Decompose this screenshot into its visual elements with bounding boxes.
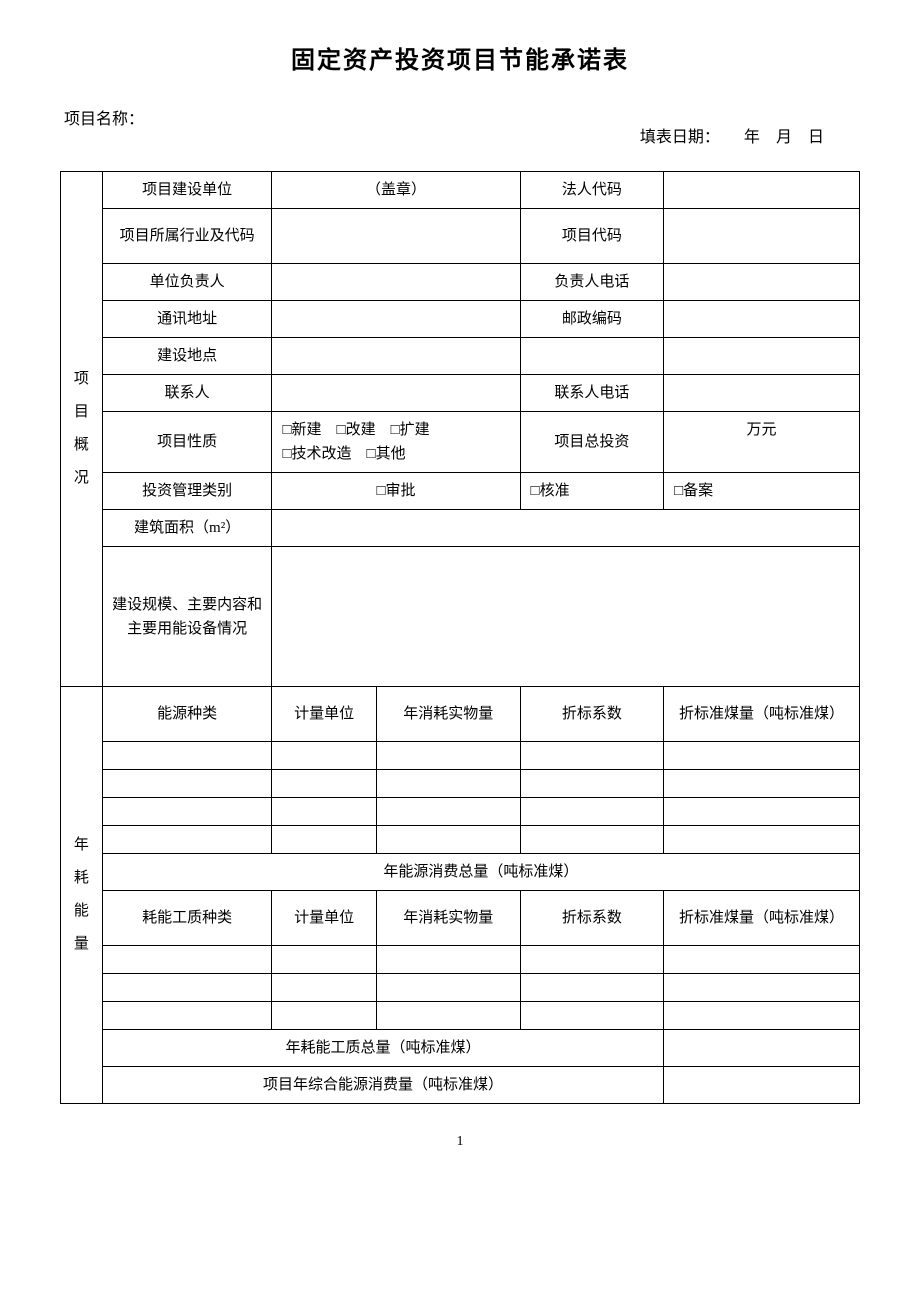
page-number: 1 — [60, 1134, 860, 1150]
val-total-invest: 万元 — [664, 412, 860, 473]
val-site — [272, 338, 520, 375]
val-postal — [664, 301, 860, 338]
lbl-consumable-type: 耗能工质种类 — [102, 891, 272, 946]
consumable-row — [102, 946, 272, 974]
val-building-area — [272, 510, 860, 547]
val-head-phone — [664, 264, 860, 301]
val-project-code — [664, 209, 860, 264]
blank-site-r2 — [664, 338, 860, 375]
val-address — [272, 301, 520, 338]
val-unit-head — [272, 264, 520, 301]
val-contact — [272, 375, 520, 412]
lbl-project-nature: 项目性质 — [102, 412, 272, 473]
val-legal-code — [664, 172, 860, 209]
val-industry-code — [272, 209, 520, 264]
lbl-unit: 计量单位 — [272, 687, 376, 742]
lbl-address: 通讯地址 — [102, 301, 272, 338]
lbl-postal: 邮政编码 — [520, 301, 664, 338]
val-construction-unit: （盖章） — [272, 172, 520, 209]
val-scale-content — [272, 547, 860, 687]
lbl-unit2: 计量单位 — [272, 891, 376, 946]
energy-row — [102, 826, 272, 854]
lbl-annual-phys2: 年消耗实物量 — [376, 891, 520, 946]
lbl-site: 建设地点 — [102, 338, 272, 375]
consumable-row — [102, 974, 272, 1002]
lbl-construction-unit: 项目建设单位 — [102, 172, 272, 209]
val-contact-phone — [664, 375, 860, 412]
lbl-coal-equiv: 折标准煤量（吨标准煤） — [664, 687, 860, 742]
lbl-contact-phone: 联系人电话 — [520, 375, 664, 412]
lbl-legal-code: 法人代码 — [520, 172, 664, 209]
lbl-scale-content: 建设规模、主要内容和主要用能设备情况 — [102, 547, 272, 687]
lbl-unit-head: 单位负责人 — [102, 264, 272, 301]
section2-vlabel: 年 耗 能 量 — [61, 687, 103, 1104]
val-project-nature: □新建 □改建 □扩建 □技术改造 □其他 — [272, 412, 520, 473]
page-title: 固定资产投资项目节能承诺表 — [60, 40, 860, 75]
lbl-head-phone: 负责人电话 — [520, 264, 664, 301]
form-table: 项 目 概 况 项目建设单位 （盖章） 法人代码 项目所属行业及代码 项目代码 … — [60, 171, 860, 1104]
header-row: 项目名称： 填表日期： 年 月 日 — [60, 105, 860, 165]
lbl-coal-equiv2: 折标准煤量（吨标准煤） — [664, 891, 860, 946]
lbl-total-comprehensive: 项目年综合能源消费量（吨标准煤） — [102, 1067, 663, 1104]
lbl-project-code: 项目代码 — [520, 209, 664, 264]
fill-date-label: 填表日期： — [640, 129, 712, 146]
blank-site-r — [520, 338, 664, 375]
lbl-total-consumable: 年耗能工质总量（吨标准煤） — [102, 1030, 663, 1067]
lbl-factor: 折标系数 — [520, 687, 664, 742]
lbl-total-energy: 年能源消费总量（吨标准煤） — [102, 854, 859, 891]
lbl-energy-type: 能源种类 — [102, 687, 272, 742]
lbl-annual-phys: 年消耗实物量 — [376, 687, 520, 742]
lbl-invest-category: 投资管理类别 — [102, 473, 272, 510]
energy-row — [102, 798, 272, 826]
energy-row — [102, 742, 272, 770]
section1-vlabel: 项 目 概 况 — [61, 172, 103, 687]
project-name-label: 项目名称： — [64, 111, 144, 128]
opt-approval: □审批 — [272, 473, 520, 510]
consumable-row — [102, 1002, 272, 1030]
lbl-industry-code: 项目所属行业及代码 — [102, 209, 272, 264]
lbl-factor2: 折标系数 — [520, 891, 664, 946]
val-total-comprehensive — [664, 1067, 860, 1104]
lbl-contact: 联系人 — [102, 375, 272, 412]
opt-verify: □核准 — [520, 473, 664, 510]
val-total-consumable — [664, 1030, 860, 1067]
energy-row — [102, 770, 272, 798]
opt-record: □备案 — [664, 473, 860, 510]
lbl-building-area: 建筑面积（m²） — [102, 510, 272, 547]
lbl-total-invest: 项目总投资 — [520, 412, 664, 473]
